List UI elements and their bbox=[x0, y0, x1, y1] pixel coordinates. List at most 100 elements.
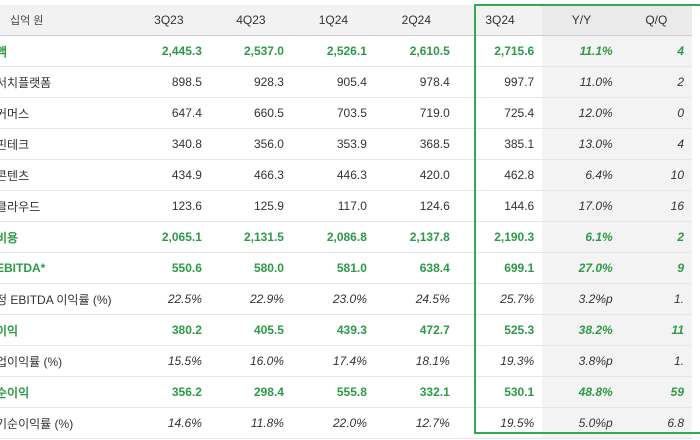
table-cell: 332.1 bbox=[374, 376, 458, 408]
table-cell: 2 bbox=[620, 66, 692, 98]
table-cell: 123.6 bbox=[127, 190, 210, 222]
table-cell: 24.5% bbox=[374, 283, 458, 315]
table-cell: 144.6 bbox=[457, 190, 543, 222]
table-cell: 439.3 bbox=[291, 314, 375, 346]
table-cell: 2,137.8 bbox=[374, 221, 458, 253]
table-cell: 420.0 bbox=[374, 159, 458, 191]
table-cell: 699.1 bbox=[457, 252, 543, 284]
table-cell: 13.0% bbox=[542, 128, 621, 160]
table-cell: 14.6% bbox=[127, 407, 210, 439]
table-cell: 380.2 bbox=[127, 314, 210, 346]
col-header-yoy: Y/Y bbox=[542, 5, 621, 36]
table-cell: 978.4 bbox=[374, 66, 458, 98]
table-row: EBITDA* 550.6 580.0 581.0 638.4 699.1 27.0% 9 bbox=[0, 252, 692, 284]
table-cell: 928.3 bbox=[209, 66, 292, 98]
table-cell: 550.6 bbox=[127, 252, 210, 284]
row-label: 커머스 bbox=[0, 97, 128, 129]
table-cell: 898.5 bbox=[127, 66, 210, 98]
table-cell: 2,445.3 bbox=[127, 35, 210, 67]
row-label: 이익 bbox=[0, 314, 128, 346]
table-cell: 12.0% bbox=[542, 97, 621, 129]
table-cell: 125.9 bbox=[209, 190, 292, 222]
table-cell: 353.9 bbox=[291, 128, 375, 160]
table-cell: 905.4 bbox=[291, 66, 375, 98]
table-cell: 2,190.3 bbox=[457, 221, 543, 253]
table-cell: 6.4% bbox=[542, 159, 621, 191]
table-cell: 17.0% bbox=[542, 190, 621, 222]
table-row: 클라우드 123.6 125.9 117.0 124.6 144.6 17.0% 16 bbox=[0, 190, 692, 222]
table-cell: 38.2% bbox=[542, 314, 621, 346]
table-cell: 725.4 bbox=[457, 97, 543, 129]
table-cell: 2,526.1 bbox=[291, 35, 375, 67]
table-cell: 22.0% bbox=[291, 407, 375, 439]
table-cell: 660.5 bbox=[209, 97, 292, 129]
row-label: 액 bbox=[0, 35, 128, 67]
table-cell: 530.1 bbox=[457, 376, 543, 408]
table-cell: 4 bbox=[620, 35, 692, 67]
table-cell: 647.4 bbox=[127, 97, 210, 129]
unit-label: 십억 원 bbox=[0, 5, 128, 36]
table-cell: 22.5% bbox=[127, 283, 210, 315]
table-row: 기순이익률 (%) 14.6% 11.8% 22.0% 12.7% 19.5% 5.0%p 6… bbox=[0, 407, 692, 439]
row-label: 순이익 bbox=[0, 376, 128, 408]
table-cell: 19.3% bbox=[457, 345, 543, 377]
table-cell: 11 bbox=[620, 314, 692, 346]
table-cell: 434.9 bbox=[127, 159, 210, 191]
table-cell: 446.3 bbox=[291, 159, 375, 191]
table-cell: 581.0 bbox=[291, 252, 375, 284]
table-cell: 462.8 bbox=[457, 159, 543, 191]
table-cell: 356.2 bbox=[127, 376, 210, 408]
table-body: 액2,445.32,537.02,526.12,610.52,715.611.1… bbox=[0, 35, 692, 439]
table-cell: 25.7% bbox=[457, 283, 543, 315]
table-cell: 298.4 bbox=[209, 376, 292, 408]
table-row: 비용2,065.12,131.52,086.82,137.82,190.36.1… bbox=[0, 221, 692, 253]
table-cell: 472.7 bbox=[374, 314, 458, 346]
table-cell: 356.0 bbox=[209, 128, 292, 160]
table-cell: 23.0% bbox=[291, 283, 375, 315]
table-cell: 4 bbox=[620, 128, 692, 160]
table-cell: 466.3 bbox=[209, 159, 292, 191]
table-cell: 0 bbox=[620, 97, 692, 129]
table-cell: 27.0% bbox=[542, 252, 621, 284]
table-cell: 638.4 bbox=[374, 252, 458, 284]
col-header-qoq: Q/Q bbox=[620, 5, 692, 36]
table-cell: 5.0%p bbox=[542, 407, 621, 439]
row-label: 클라우드 bbox=[0, 190, 128, 222]
col-header-2q24: 2Q24 bbox=[374, 5, 458, 36]
row-label: 서치플랫폼 bbox=[0, 66, 128, 98]
table-cell: 117.0 bbox=[291, 190, 375, 222]
row-label: 비용 bbox=[0, 221, 128, 253]
row-label: 핀테크 bbox=[0, 128, 128, 160]
row-label: 정 EBITDA 이익률 (%) bbox=[0, 283, 128, 315]
table-cell: 368.5 bbox=[374, 128, 458, 160]
table-cell: 580.0 bbox=[209, 252, 292, 284]
row-label: 기순이익률 (%) bbox=[0, 407, 128, 439]
table-cell: 2,131.5 bbox=[209, 221, 292, 253]
table-cell: 11.1% bbox=[542, 35, 621, 67]
table-cell: 719.0 bbox=[374, 97, 458, 129]
table-cell: 703.5 bbox=[291, 97, 375, 129]
table-cell: 9 bbox=[620, 252, 692, 284]
table-row: 정 EBITDA 이익률 (%) 22.5% 22.9% 23.0% 24.5% 25.7… bbox=[0, 283, 692, 315]
col-header-3q24: 3Q24 bbox=[457, 5, 543, 36]
table-row: 업이익률 (%) 15.5% 16.0% 17.4% 18.1% 19.3% 3.8%p 1. bbox=[0, 345, 692, 377]
table-cell: 6.1% bbox=[542, 221, 621, 253]
financial-table: 십억 원 3Q23 4Q23 1Q24 2Q24 3Q24 Y/Y Q/Q 액2… bbox=[0, 5, 692, 439]
row-label: 업이익률 (%) bbox=[0, 345, 128, 377]
col-header-4q23: 4Q23 bbox=[209, 5, 292, 36]
table-cell: 48.8% bbox=[542, 376, 621, 408]
table-cell: 2 bbox=[620, 221, 692, 253]
table-cell: 405.5 bbox=[209, 314, 292, 346]
table-cell: 385.1 bbox=[457, 128, 543, 160]
table-header-row: 십억 원 3Q23 4Q23 1Q24 2Q24 3Q24 Y/Y Q/Q bbox=[0, 5, 692, 36]
table-cell: 2,715.6 bbox=[457, 35, 543, 67]
table-cell: 1. bbox=[620, 283, 692, 315]
table-row: 서치플랫폼 898.5 928.3 905.4 978.4 997.7 11.0% 2 bbox=[0, 66, 692, 98]
table-cell: 16 bbox=[620, 190, 692, 222]
table-cell: 12.7% bbox=[374, 407, 458, 439]
